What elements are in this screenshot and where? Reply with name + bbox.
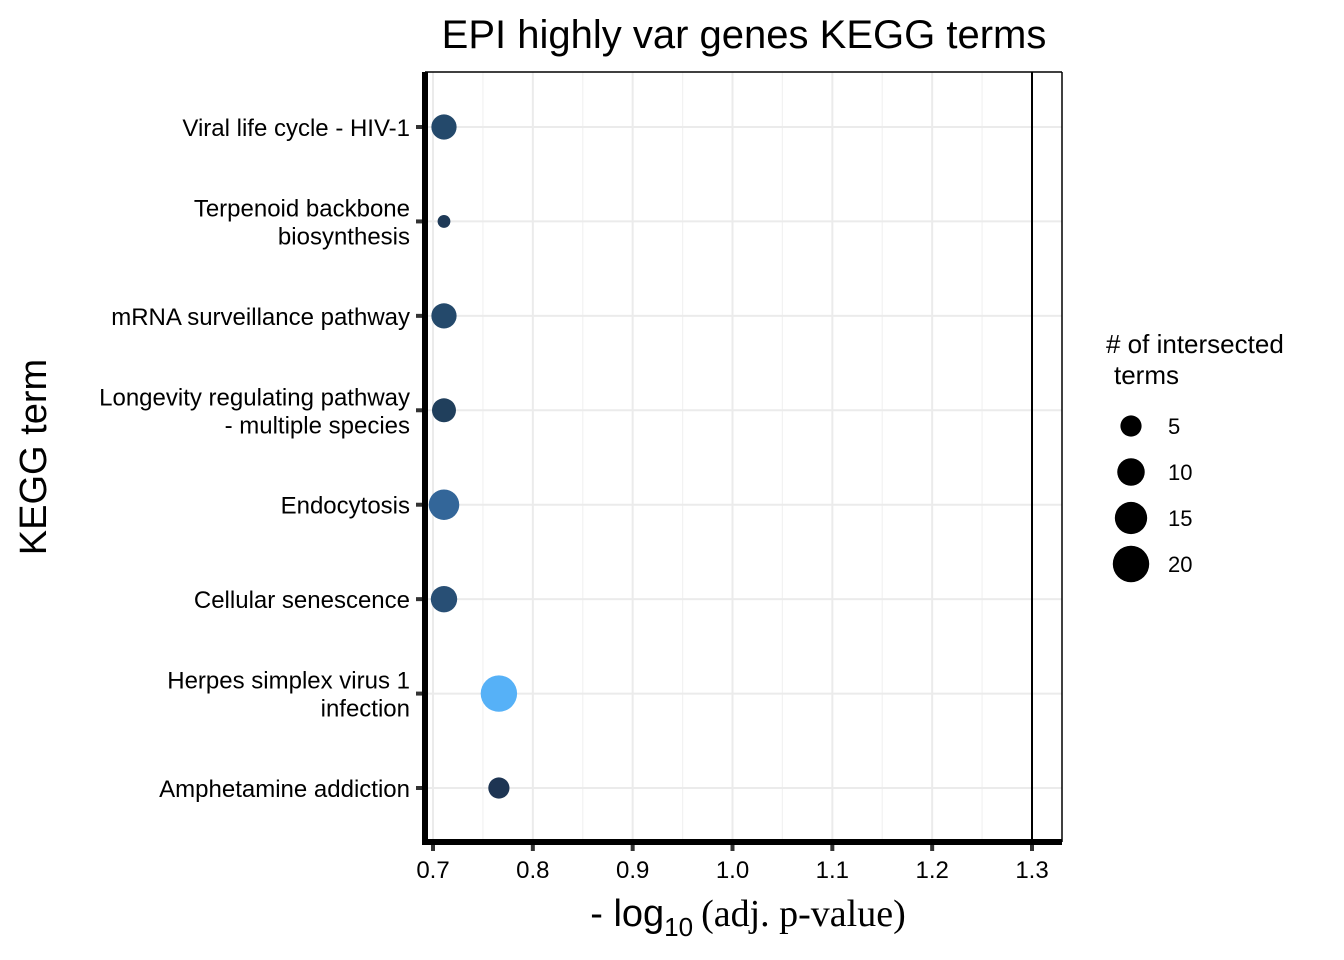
- legend-size-label: 20: [1168, 552, 1192, 577]
- data-point: [428, 489, 460, 520]
- legend-title: # of intersected: [1106, 329, 1284, 359]
- legend-size-key: [1117, 458, 1145, 486]
- x-tick-label: 1.3: [1015, 857, 1048, 884]
- y-category-label-line: - multiple species: [225, 412, 410, 439]
- y-category-label: mRNA surveillance pathway: [111, 304, 410, 331]
- y-category-label: Viral life cycle - HIV-1: [182, 115, 410, 142]
- data-points: [428, 114, 518, 799]
- data-point: [430, 585, 458, 613]
- x-axis-label: - log10 (adj. p-value): [590, 893, 906, 942]
- legend-title-line1: # of intersected: [1106, 329, 1284, 359]
- legend-size-label: 5: [1168, 414, 1180, 439]
- y-category-label-line: Herpes simplex virus 1: [167, 668, 410, 695]
- y-category-label: Cellular senescence: [194, 587, 410, 614]
- x-axis-label-subscript: 10: [664, 912, 693, 942]
- y-category-label-line: mRNA surveillance pathway: [111, 304, 410, 331]
- x-axis-label-suffix: (adj. p-value): [701, 893, 906, 935]
- y-tick-labels: Viral life cycle - HIV-1 Terpenoid backbo…: [99, 115, 422, 803]
- y-category-label: Terpenoid backbone biosynthesis: [194, 195, 410, 250]
- y-category-label: Herpes simplex virus 1 infection: [167, 668, 410, 723]
- y-category-label-line: Viral life cycle - HIV-1: [182, 115, 410, 142]
- legend-size-key: [1114, 501, 1148, 535]
- y-category-label-line: Cellular senescence: [194, 587, 410, 614]
- y-category-label: Amphetamine addiction: [159, 776, 410, 803]
- data-point: [431, 114, 457, 140]
- data-point: [480, 675, 518, 712]
- x-tick-label: 1.0: [716, 857, 749, 884]
- x-tick-label: 0.7: [416, 857, 449, 884]
- data-point: [488, 777, 510, 799]
- x-tick-label: 1.1: [816, 857, 849, 884]
- data-point: [431, 398, 456, 423]
- y-category-label: Longevity regulating pathway - multiple s…: [99, 384, 410, 439]
- legend-size-key: [1112, 545, 1150, 583]
- y-category-label-line: infection: [321, 696, 410, 723]
- data-point: [437, 215, 451, 228]
- y-category-label-line: Longevity regulating pathway: [99, 384, 410, 411]
- y-category-label: Endocytosis: [281, 493, 410, 520]
- y-category-label-line: biosynthesis: [278, 223, 410, 250]
- y-category-label-line: Terpenoid backbone: [194, 195, 410, 222]
- legend-size-label: 10: [1168, 460, 1192, 485]
- legend-size-key: [1120, 415, 1142, 437]
- x-tick-label: 1.2: [915, 857, 948, 884]
- legend-title-line2: terms: [1114, 360, 1179, 390]
- size-legend: # of intersected terms 5 10 15 20: [1106, 329, 1284, 583]
- y-category-label-line: Amphetamine addiction: [159, 776, 410, 803]
- x-tick-labels: 0.7 0.8 0.9 1.0 1.1 1.2 1.3: [416, 845, 1049, 884]
- chart-title: EPI highly var genes KEGG terms: [442, 13, 1047, 57]
- panel-border: [422, 71, 1063, 845]
- y-category-label-line: Endocytosis: [281, 493, 410, 520]
- x-axis-label-prefix: - log: [590, 893, 664, 935]
- x-tick-label: 0.8: [516, 857, 549, 884]
- data-point: [431, 303, 457, 329]
- x-tick-label: 0.9: [616, 857, 649, 884]
- legend-size-label: 15: [1168, 506, 1192, 531]
- y-axis-label: KEGG term: [13, 359, 55, 555]
- grid-lines: [425, 72, 1062, 842]
